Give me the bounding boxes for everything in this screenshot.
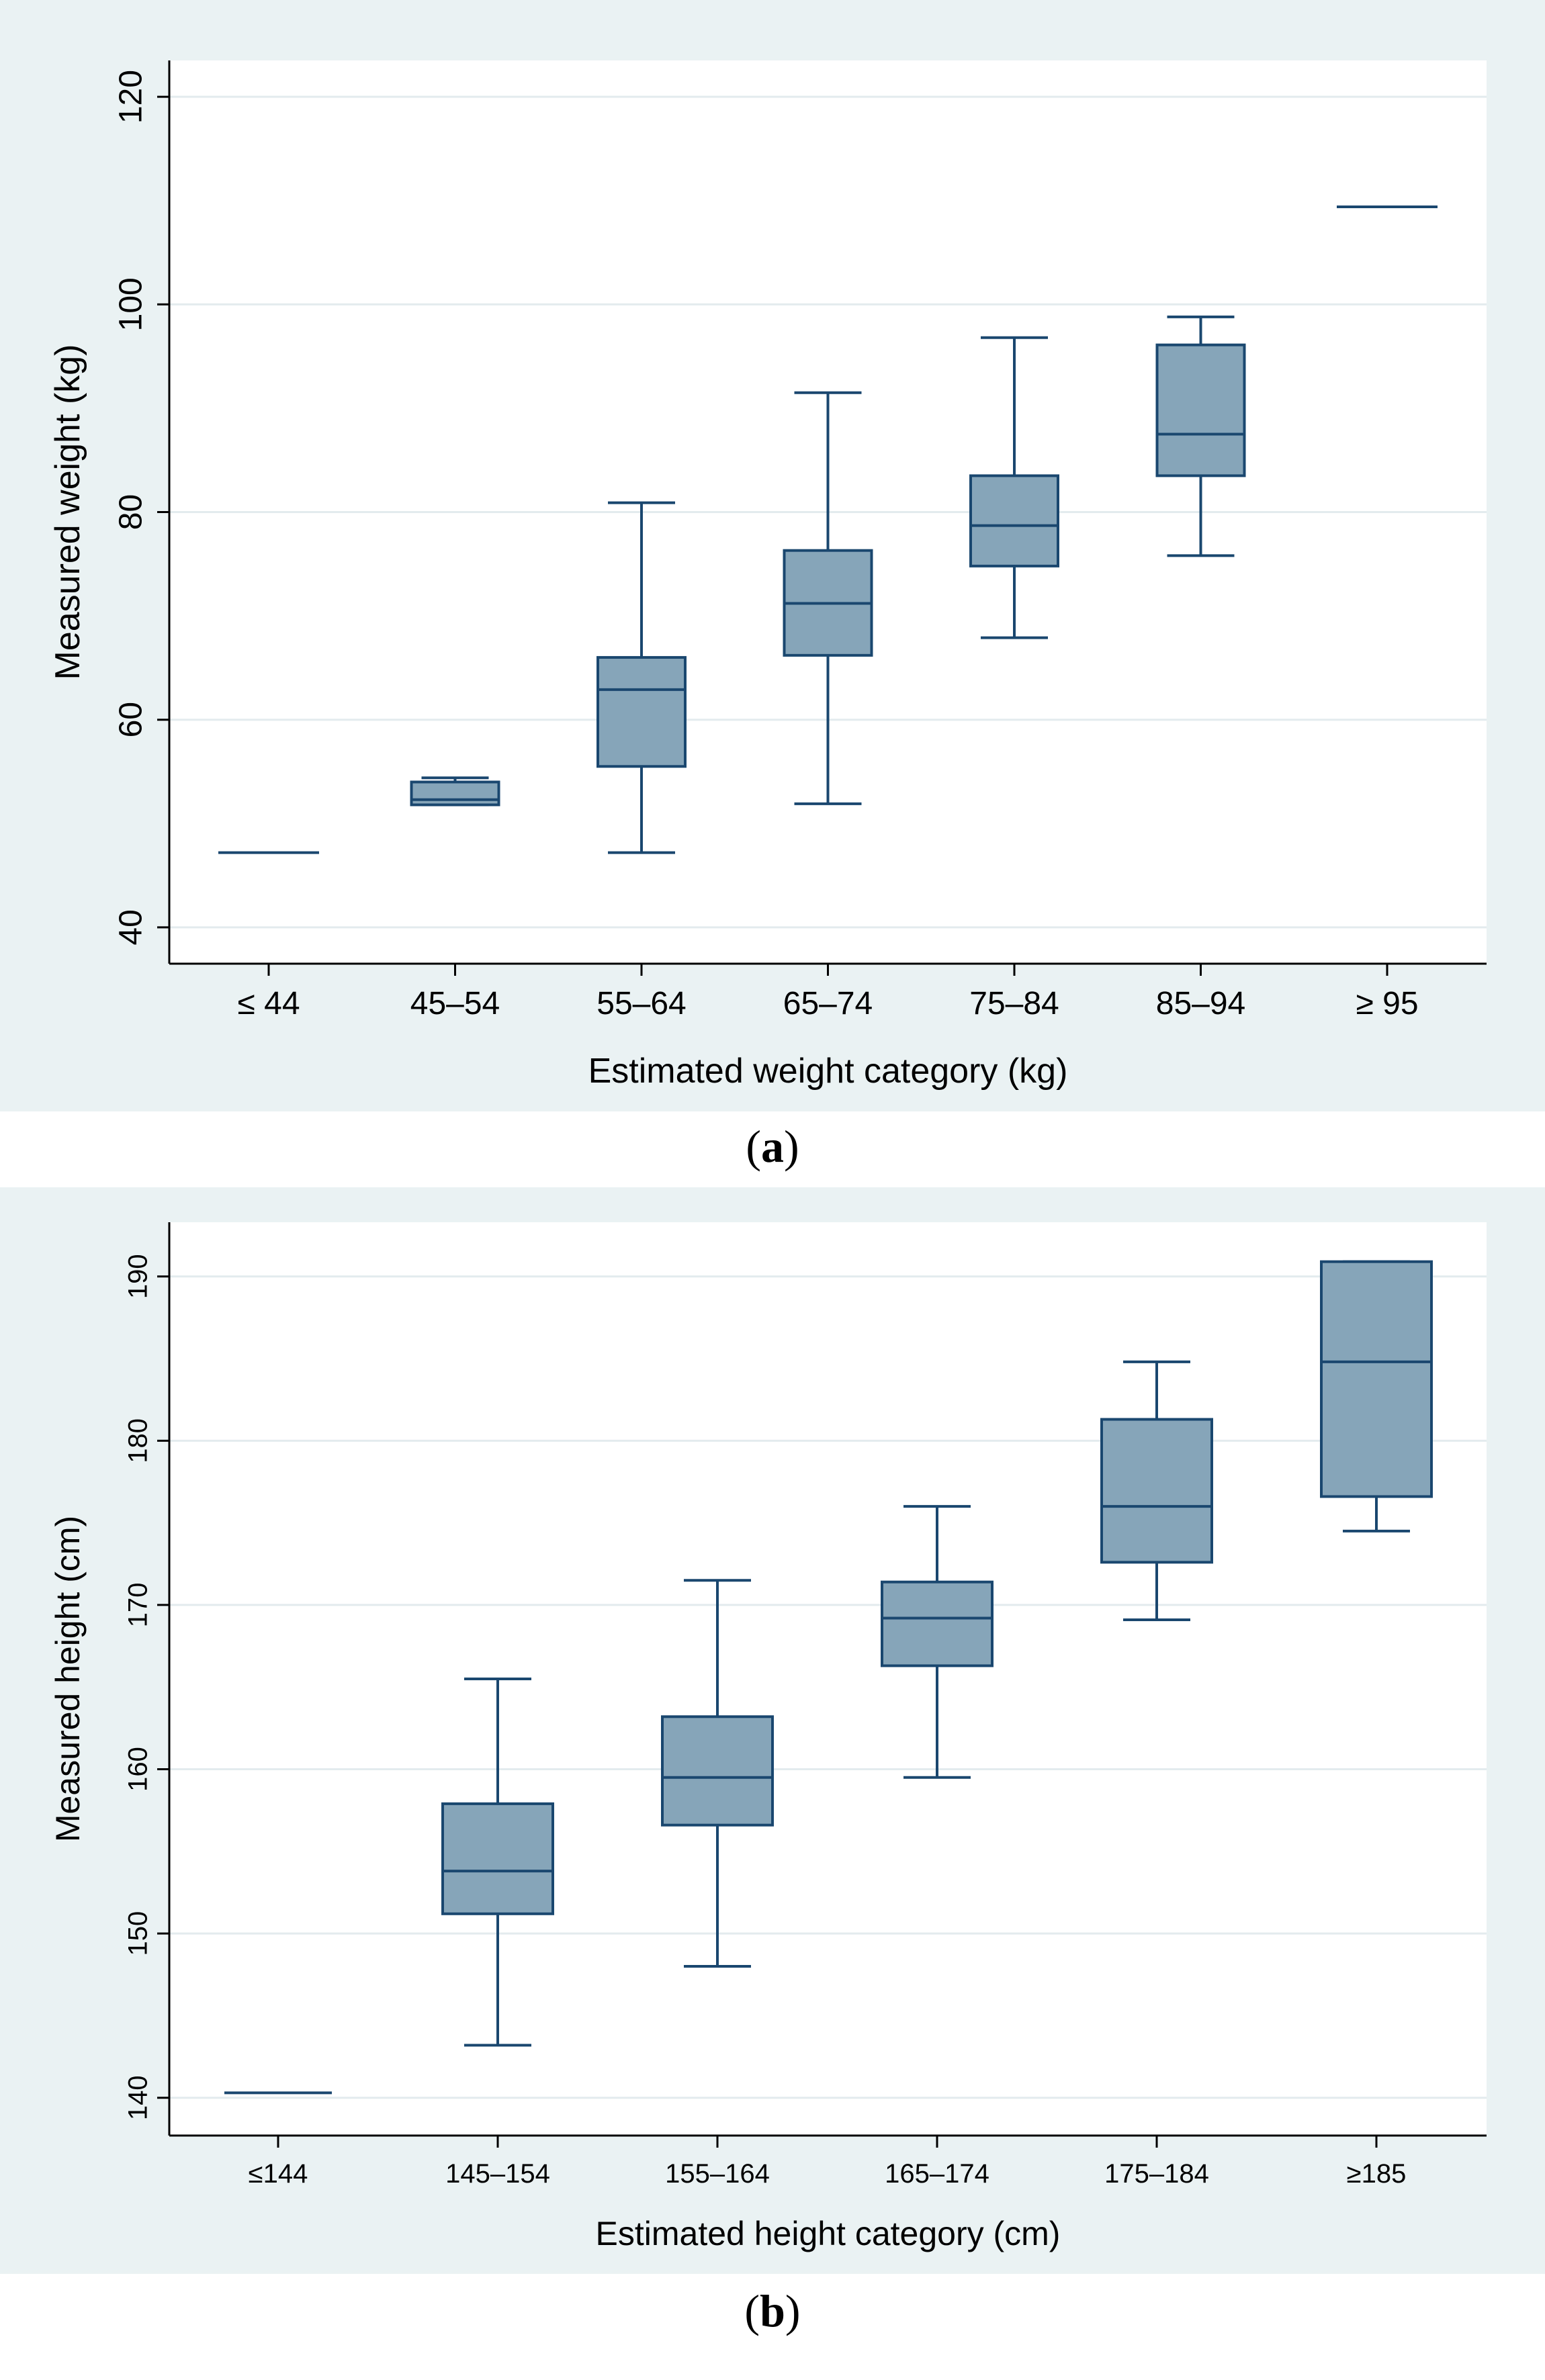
box-3 bbox=[783, 391, 873, 805]
box-5 bbox=[1320, 1260, 1433, 1532]
x-tick-label: 175–184 bbox=[1104, 2159, 1209, 2189]
x-tick-label: 45–54 bbox=[410, 986, 500, 1021]
x-tick-label: ≥185 bbox=[1347, 2159, 1407, 2189]
weight-boxplot: 40 60 80 100 120 ≤ 44 45–54 55–64 65–74 75–84 85–9… bbox=[0, 0, 1545, 1111]
x-tick-label: ≤ 44 bbox=[237, 986, 300, 1021]
box-iqr bbox=[1100, 1418, 1213, 1564]
box-iqr bbox=[597, 655, 687, 768]
y-tick-label: 160 bbox=[124, 1747, 153, 1792]
box-4 bbox=[969, 336, 1059, 639]
x-tick-label: 165–174 bbox=[885, 2159, 989, 2189]
box-4 bbox=[1100, 1360, 1213, 1621]
height-boxplot: 140 150 160 170 180 190 ≤144 145–154 155–164 165–… bbox=[0, 1187, 1545, 2274]
x-axis-title: Estimated height category (cm) bbox=[596, 2215, 1061, 2252]
plot-area bbox=[169, 1222, 1487, 2136]
y-axis-title: Measured weight (kg) bbox=[48, 345, 87, 680]
y-tick-label: 40 bbox=[114, 909, 149, 945]
y-axis-title: Measured height (cm) bbox=[49, 1516, 87, 1842]
x-tick-label: ≥ 95 bbox=[1356, 986, 1418, 1021]
box-3 bbox=[881, 1505, 994, 1779]
box-iqr bbox=[1320, 1260, 1433, 1498]
caption-b: (b) bbox=[744, 2285, 801, 2336]
caption-a: (a) bbox=[746, 1121, 799, 1172]
y-tick-label: 170 bbox=[124, 1583, 153, 1628]
box-iqr bbox=[661, 1715, 774, 1827]
x-tick-label: 55–64 bbox=[597, 986, 686, 1021]
chart-panel-b: 140 150 160 170 180 190 ≤144 145–154 155–164 165–… bbox=[0, 1187, 1545, 2274]
box-2 bbox=[661, 1579, 774, 1968]
x-tick-label: 75–84 bbox=[969, 986, 1059, 1021]
box-iqr bbox=[441, 1802, 554, 1915]
x-axis-title: Estimated weight category (kg) bbox=[588, 1052, 1068, 1091]
y-tick-label: 140 bbox=[124, 2075, 153, 2120]
y-tick-label: 80 bbox=[114, 494, 149, 530]
box-2 bbox=[597, 501, 687, 854]
box-1 bbox=[441, 1678, 554, 2047]
x-tick-label: ≤144 bbox=[249, 2159, 308, 2189]
y-tick-label: 120 bbox=[114, 70, 149, 124]
box-iqr bbox=[1155, 343, 1246, 477]
y-tick-label: 150 bbox=[124, 1911, 153, 1956]
box-iqr bbox=[881, 1580, 994, 1667]
box-iqr bbox=[969, 474, 1059, 567]
y-tick-label: 190 bbox=[124, 1254, 153, 1299]
x-tick-label: 155–164 bbox=[665, 2159, 770, 2189]
chart-panel-a: 40 60 80 100 120 ≤ 44 45–54 55–64 65–74 75–84 85–9… bbox=[0, 0, 1545, 1111]
x-tick-label: 65–74 bbox=[783, 986, 873, 1021]
y-tick-label: 180 bbox=[124, 1418, 153, 1463]
y-tick-label: 60 bbox=[114, 702, 149, 737]
x-tick-label: 85–94 bbox=[1156, 986, 1245, 1021]
box-iqr bbox=[410, 780, 500, 807]
y-tick-label: 100 bbox=[114, 277, 149, 331]
x-tick-label: 145–154 bbox=[445, 2159, 550, 2189]
box-5 bbox=[1155, 315, 1246, 557]
box-1 bbox=[410, 776, 500, 807]
